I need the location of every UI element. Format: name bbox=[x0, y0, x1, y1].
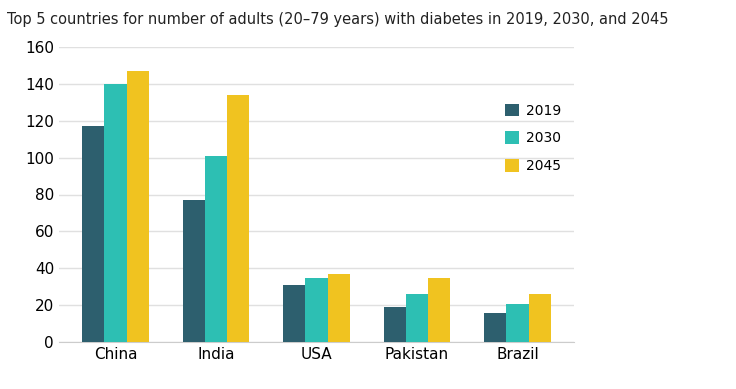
Text: Top 5 countries for number of adults (20–79 years) with diabetes in 2019, 2030, : Top 5 countries for number of adults (20… bbox=[7, 12, 669, 27]
Bar bbox=[283, 285, 305, 342]
Bar bbox=[127, 71, 149, 342]
Bar bbox=[205, 156, 227, 342]
Bar bbox=[506, 303, 528, 342]
Bar bbox=[328, 274, 350, 342]
Bar bbox=[428, 278, 450, 342]
Bar bbox=[105, 84, 127, 342]
Bar bbox=[183, 200, 205, 342]
Bar bbox=[305, 278, 328, 342]
Bar bbox=[406, 294, 428, 342]
Bar bbox=[82, 126, 105, 342]
Bar bbox=[227, 95, 250, 342]
Legend: 2019, 2030, 2045: 2019, 2030, 2045 bbox=[500, 98, 567, 179]
Bar bbox=[484, 313, 506, 342]
Bar bbox=[383, 307, 406, 342]
Bar bbox=[528, 294, 551, 342]
